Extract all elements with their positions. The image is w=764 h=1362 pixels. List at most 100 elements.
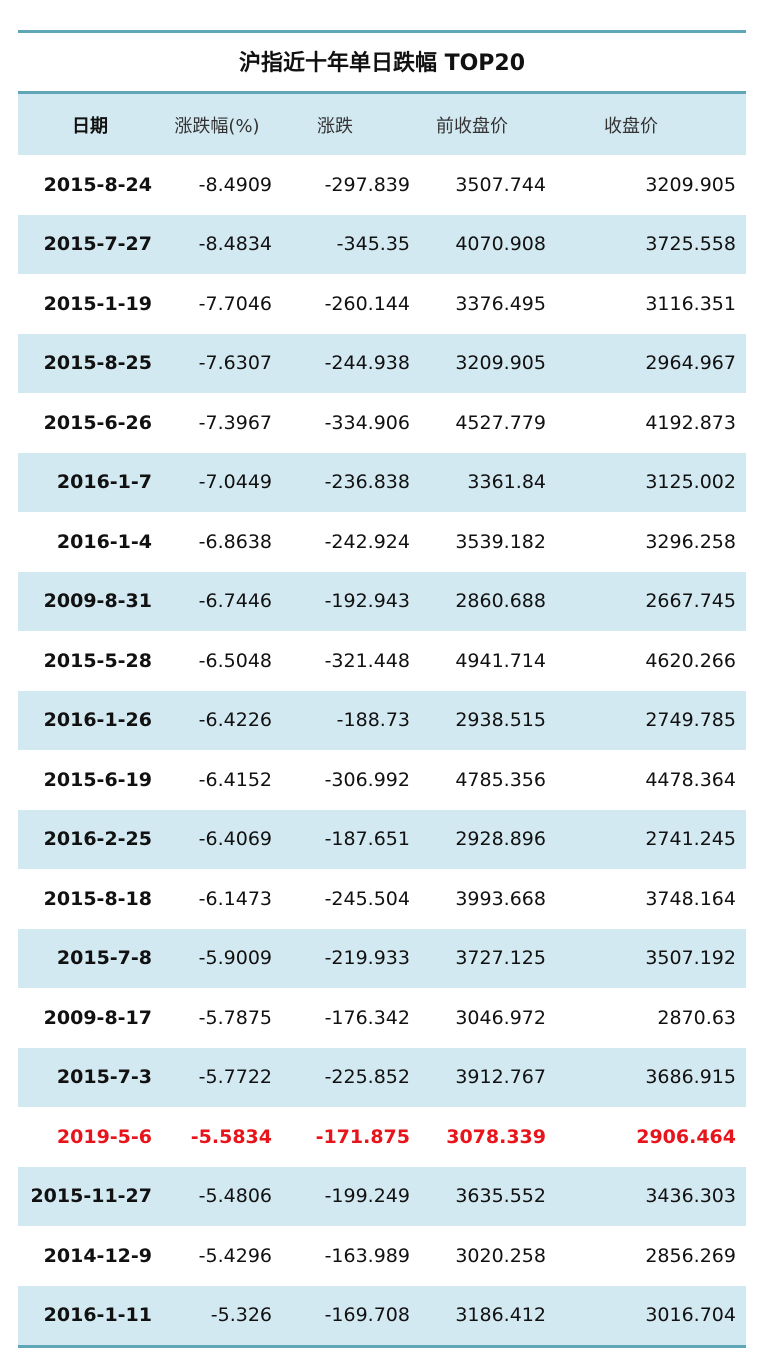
cell-date: 2015-7-8 [56, 947, 152, 970]
cell-change-pct: -6.5048 [198, 649, 272, 672]
cell-change: -199.249 [324, 1185, 410, 1208]
header-change: 涨跌 [317, 115, 353, 137]
cell-prev-close: 2938.515 [455, 709, 546, 732]
cell-change-pct: -6.8638 [198, 530, 272, 553]
cell-change-pct: -6.4069 [198, 828, 272, 851]
cell-date: 2016-1-7 [56, 471, 152, 494]
cell-change-pct: -5.326 [210, 1304, 272, 1327]
cell-change: -171.875 [315, 1125, 410, 1148]
table-row: 2019-5-6 -5.5834 -171.875 3078.339 2906.464 [18, 1107, 746, 1167]
cell-date: 2009-8-17 [43, 1006, 152, 1029]
table-row: 2015-7-27 -8.4834 -345.35 4070.908 3725.558 [18, 214, 746, 274]
cell-change: -192.943 [324, 590, 410, 613]
cell-close: 2964.967 [645, 352, 736, 375]
cell-close: 3116.351 [645, 292, 736, 315]
title-divider [18, 91, 746, 94]
cell-change-pct: -6.7446 [198, 590, 272, 613]
cell-change: -306.992 [324, 768, 410, 791]
cell-close: 3296.258 [645, 530, 736, 553]
bottom-border [18, 1345, 746, 1348]
cell-change: -245.504 [324, 887, 410, 910]
cell-prev-close: 3635.552 [455, 1185, 546, 1208]
cell-close: 2667.745 [645, 590, 736, 613]
cell-prev-close: 4941.714 [455, 649, 546, 672]
cell-change: -321.448 [324, 649, 410, 672]
cell-date: 2016-1-11 [43, 1304, 152, 1327]
table-row: 2016-1-7 -7.0449 -236.838 3361.84 3125.002 [18, 452, 746, 512]
cell-date: 2019-5-6 [56, 1125, 152, 1148]
cell-change-pct: -6.4152 [198, 768, 272, 791]
cell-change-pct: -5.4806 [198, 1185, 272, 1208]
header-date: 日期 [72, 115, 108, 137]
cell-change: -225.852 [324, 1066, 410, 1089]
table-row: 2015-6-19 -6.4152 -306.992 4785.356 4478.364 [18, 750, 746, 810]
table-row: 2009-8-31 -6.7446 -192.943 2860.688 2667.745 [18, 571, 746, 631]
cell-date: 2016-1-26 [43, 709, 152, 732]
cell-prev-close: 3539.182 [455, 530, 546, 553]
cell-change-pct: -7.7046 [198, 292, 272, 315]
cell-change-pct: -6.4226 [198, 709, 272, 732]
cell-prev-close: 3046.972 [455, 1006, 546, 1029]
cell-prev-close: 3078.339 [446, 1125, 546, 1148]
header-change-pct: 涨跌幅(%) [174, 115, 260, 137]
header-row: 日期 涨跌幅(%) 涨跌 前收盘价 收盘价 [18, 94, 746, 155]
cell-change-pct: -5.4296 [198, 1244, 272, 1267]
cell-change: -188.73 [336, 709, 410, 732]
top20-table: 沪指近十年单日跌幅 TOP20 日期 涨跌幅(%) 涨跌 前收盘价 收盘价 20… [18, 30, 746, 1348]
cell-change: -236.838 [324, 471, 410, 494]
table-row: 2015-8-25 -7.6307 -244.938 3209.905 2964.967 [18, 333, 746, 393]
cell-date: 2015-6-26 [43, 411, 152, 434]
cell-prev-close: 3727.125 [455, 947, 546, 970]
cell-date: 2015-8-25 [43, 352, 152, 375]
cell-change: -297.839 [324, 173, 410, 196]
cell-close: 3016.704 [645, 1304, 736, 1327]
cell-close: 3725.558 [645, 233, 736, 256]
table-row: 2016-1-26 -6.4226 -188.73 2938.515 2749.785 [18, 690, 746, 750]
cell-prev-close: 3186.412 [455, 1304, 546, 1327]
cell-change-pct: -8.4909 [198, 173, 272, 196]
table-row: 2016-2-25 -6.4069 -187.651 2928.896 2741.245 [18, 809, 746, 869]
cell-prev-close: 2860.688 [455, 590, 546, 613]
cell-change-pct: -6.1473 [198, 887, 272, 910]
cell-prev-close: 4070.908 [455, 233, 546, 256]
table-body: 2015-8-24 -8.4909 -297.839 3507.744 3209.905… [18, 155, 746, 1345]
cell-close: 4192.873 [645, 411, 736, 434]
cell-date: 2016-2-25 [43, 828, 152, 851]
cell-close: 3209.905 [645, 173, 736, 196]
cell-prev-close: 3209.905 [455, 352, 546, 375]
cell-change: -244.938 [324, 352, 410, 375]
cell-change-pct: -5.5834 [190, 1125, 272, 1148]
cell-prev-close: 4527.779 [455, 411, 546, 434]
cell-change-pct: -7.0449 [198, 471, 272, 494]
cell-change: -176.342 [324, 1006, 410, 1029]
header-close: 收盘价 [604, 115, 658, 137]
table-title: 沪指近十年单日跌幅 TOP20 [238, 51, 526, 76]
cell-prev-close: 2928.896 [455, 828, 546, 851]
cell-change: -163.989 [324, 1244, 410, 1267]
table-row: 2015-8-24 -8.4909 -297.839 3507.744 3209.905 [18, 155, 746, 215]
table-row: 2015-11-27 -5.4806 -199.249 3635.552 3436.30… [18, 1166, 746, 1226]
cell-date: 2016-1-4 [56, 530, 152, 553]
cell-change: -187.651 [324, 828, 410, 851]
table-row: 2015-7-3 -5.7722 -225.852 3912.767 3686.915 [18, 1047, 746, 1107]
cell-date: 2015-8-18 [43, 887, 152, 910]
top-border [18, 30, 746, 33]
table-row: 2016-1-4 -6.8638 -242.924 3539.182 3296.258 [18, 512, 746, 572]
table-row: 2015-5-28 -6.5048 -321.448 4941.714 4620.266 [18, 631, 746, 691]
cell-date: 2015-8-24 [43, 173, 152, 196]
cell-change: -169.708 [324, 1304, 410, 1327]
cell-change: -242.924 [324, 530, 410, 553]
cell-prev-close: 3376.495 [455, 292, 546, 315]
cell-change: -260.144 [324, 292, 410, 315]
cell-close: 2906.464 [636, 1125, 736, 1148]
cell-close: 2856.269 [645, 1244, 736, 1267]
cell-close: 4478.364 [645, 768, 736, 791]
table-row: 2016-1-11 -5.326 -169.708 3186.412 3016.704 [18, 1285, 746, 1345]
cell-change: -334.906 [324, 411, 410, 434]
table-row: 2015-6-26 -7.3967 -334.906 4527.779 4192.873 [18, 393, 746, 453]
cell-date: 2015-6-19 [43, 768, 152, 791]
cell-close: 4620.266 [645, 649, 736, 672]
cell-close: 3125.002 [645, 471, 736, 494]
cell-prev-close: 3993.668 [455, 887, 546, 910]
cell-date: 2015-1-19 [43, 292, 152, 315]
